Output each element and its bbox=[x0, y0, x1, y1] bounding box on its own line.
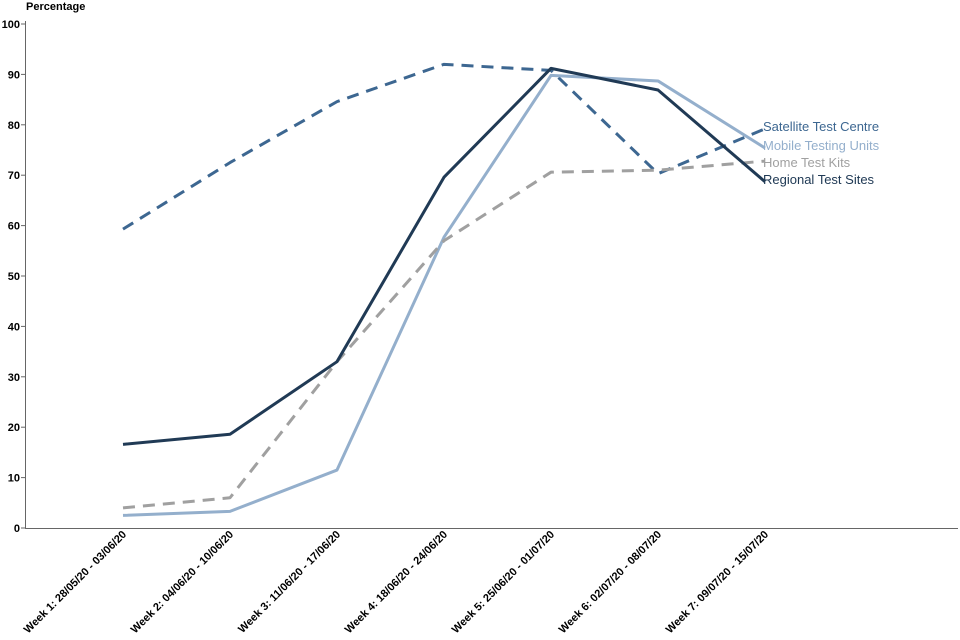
y-tick-label: 10 bbox=[8, 473, 20, 485]
x-tick-label: Week 6: 02/07/20 - 08/07/20 bbox=[557, 529, 664, 636]
series-label-satellite-test-centre: Satellite Test Centre bbox=[763, 119, 879, 134]
y-tick-label: 80 bbox=[8, 120, 20, 132]
y-tick-label: 60 bbox=[8, 221, 20, 233]
series-line-mobile-testing-units bbox=[122, 73, 766, 517]
y-tick-label: 70 bbox=[8, 170, 20, 182]
series-line-home-test-kits bbox=[122, 159, 766, 510]
y-tick-label: 90 bbox=[8, 69, 20, 81]
y-tick-label: 20 bbox=[8, 422, 20, 434]
y-tick-label: 50 bbox=[8, 271, 20, 283]
y-tick-label: 40 bbox=[8, 321, 20, 333]
x-tick-label: Week 4: 18/06/20 - 24/06/20 bbox=[343, 529, 450, 636]
series-labels: Satellite Test Centre Mobile Testing Unit… bbox=[763, 119, 880, 187]
x-tick-label: Week 1: 28/05/20 - 03/06/20 bbox=[22, 529, 129, 636]
x-tick-label: Week 5: 25/06/20 - 01/07/20 bbox=[450, 529, 557, 636]
series-label-regional-test-sites: Regional Test Sites bbox=[763, 172, 875, 187]
y-tick-label: 30 bbox=[8, 372, 20, 384]
y-tick-label: 0 bbox=[14, 523, 20, 535]
series-lines bbox=[122, 62, 766, 517]
x-ticks: Week 1: 28/05/20 - 03/06/20 Week 2: 04/06… bbox=[22, 529, 771, 636]
y-axis-label: Percentage bbox=[26, 1, 85, 13]
x-tick-label: Week 3: 11/06/20 - 17/06/20 bbox=[236, 529, 343, 636]
x-tick-label: Week 7: 09/07/20 - 15/07/20 bbox=[664, 529, 771, 636]
series-line-regional-test-sites bbox=[122, 66, 766, 446]
series-label-mobile-testing-units: Mobile Testing Units bbox=[763, 138, 880, 153]
y-ticks: 0 10 20 30 40 50 60 70 80 90 100 bbox=[2, 19, 25, 535]
series-label-home-test-kits: Home Test Kits bbox=[763, 155, 851, 170]
x-tick-label: Week 2: 04/06/20 - 10/06/20 bbox=[129, 529, 236, 636]
y-tick-label: 100 bbox=[2, 19, 20, 31]
series-line-satellite-test-centre bbox=[122, 62, 766, 231]
